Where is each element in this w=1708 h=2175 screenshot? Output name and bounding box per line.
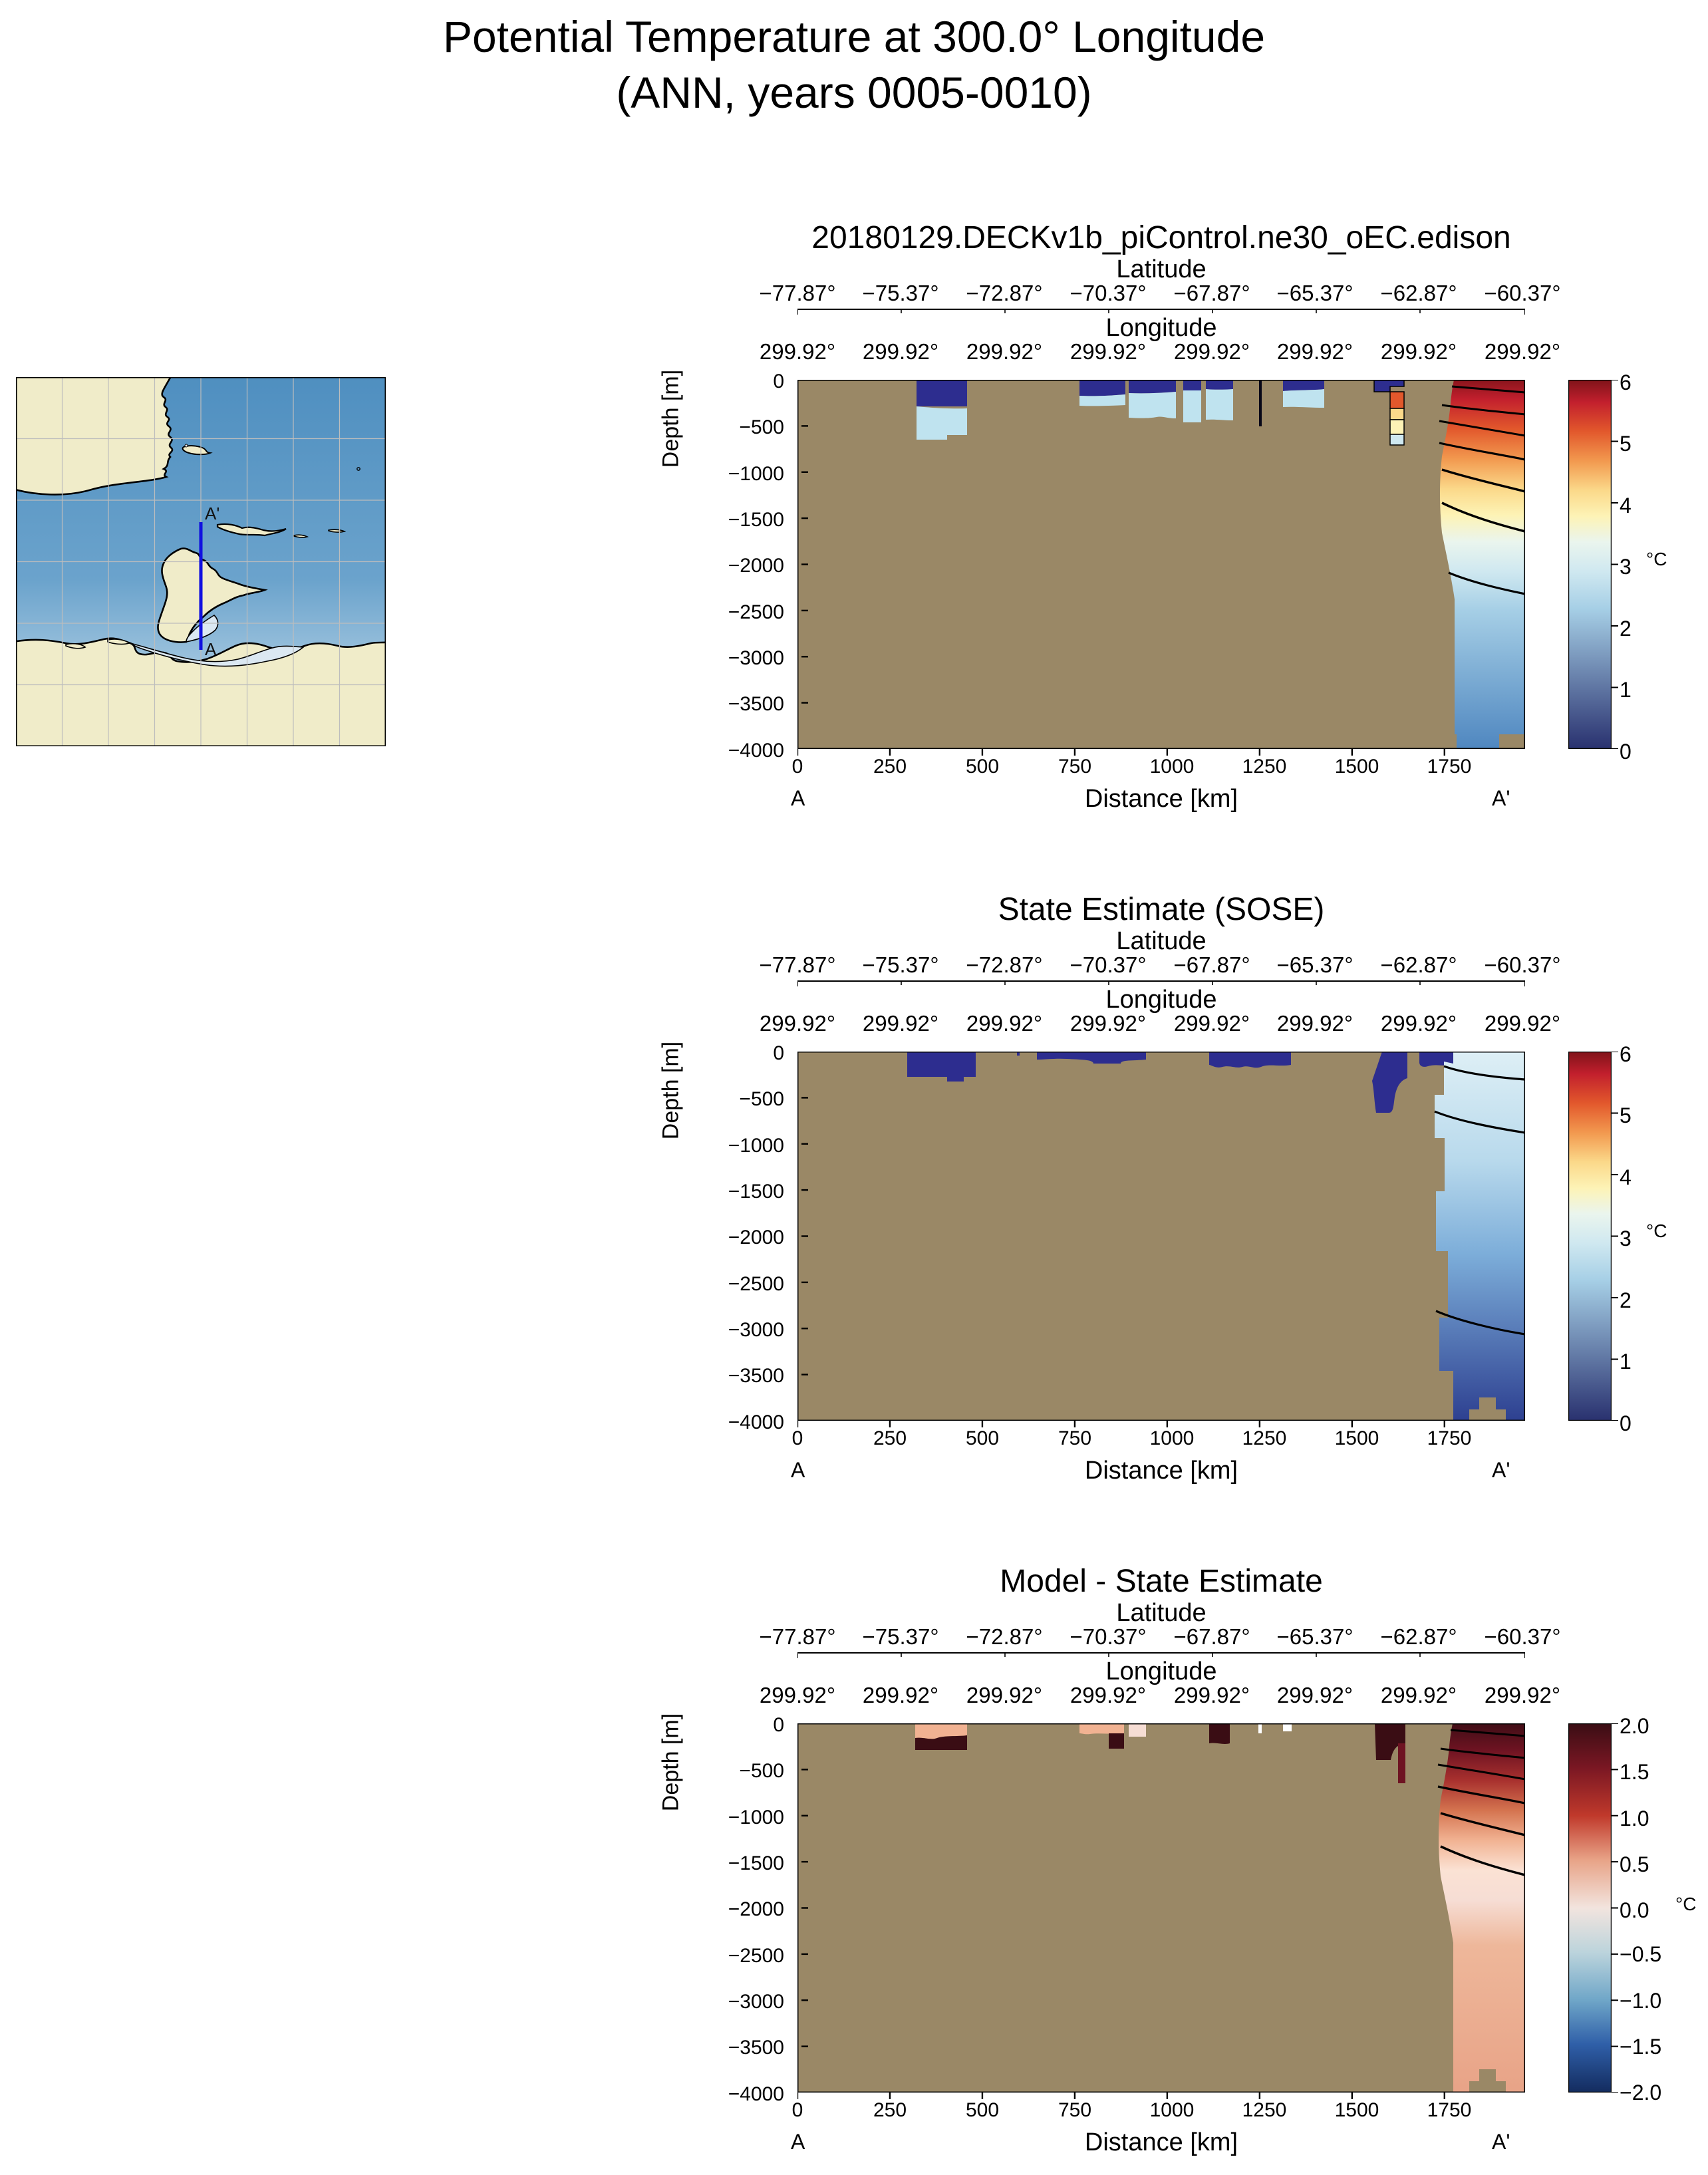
svg-text:A': A': [205, 504, 219, 523]
svg-text:A: A: [205, 639, 217, 659]
